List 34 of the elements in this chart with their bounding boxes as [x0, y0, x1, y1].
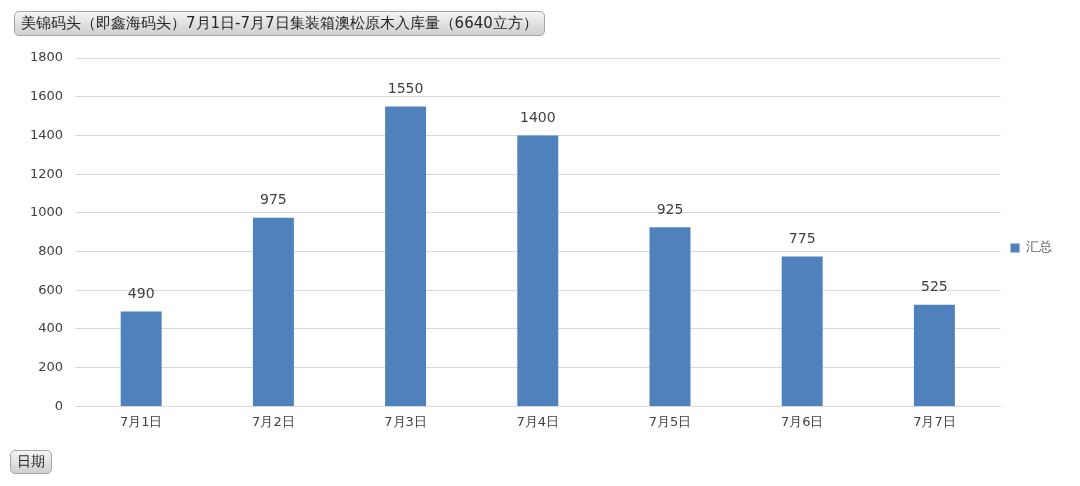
y-tick-label: 0 — [54, 397, 64, 413]
y-tick-label: 600 — [38, 281, 64, 297]
x-axis-title: 日期 — [10, 450, 52, 474]
x-tick-label: 7月6日 — [780, 413, 824, 429]
y-tick-label: 1000 — [29, 204, 64, 220]
x-tick-label: 7月2日 — [252, 413, 295, 429]
bar — [913, 304, 955, 406]
data-label: 1400 — [519, 109, 556, 126]
chart-title: 美锦码头（即鑫海码头）7月1日-7月7日集装箱澳松原木入库量（6640立方） — [14, 11, 545, 36]
y-tick-label: 800 — [38, 242, 64, 258]
y-tick-label: 1800 — [29, 49, 64, 65]
data-label: 925 — [656, 201, 684, 217]
x-tick-label: 7月3日 — [384, 413, 427, 429]
bar — [517, 135, 559, 406]
y-tick-label: 400 — [38, 320, 64, 336]
data-label: 775 — [788, 230, 816, 247]
data-label: 1550 — [387, 80, 424, 97]
y-tick-label: 1200 — [29, 165, 64, 181]
data-label: 525 — [921, 278, 948, 295]
x-tick-label: 7月5日 — [648, 413, 692, 429]
y-tick-label: 1400 — [29, 126, 64, 142]
x-tick-label: 7月7日 — [913, 413, 956, 429]
data-label: 490 — [127, 285, 155, 302]
bar — [649, 227, 691, 406]
bar — [120, 311, 162, 406]
bar — [781, 256, 823, 406]
y-tick-label: 1600 — [29, 88, 64, 104]
x-tick-label: 7月4日 — [516, 413, 560, 429]
bar — [252, 217, 294, 406]
bar — [385, 106, 427, 406]
x-tick-label: 7月1日 — [119, 413, 163, 429]
legend-label: 汇总 — [1026, 239, 1052, 255]
y-tick-label: 200 — [38, 359, 64, 375]
data-label: 975 — [260, 191, 287, 208]
